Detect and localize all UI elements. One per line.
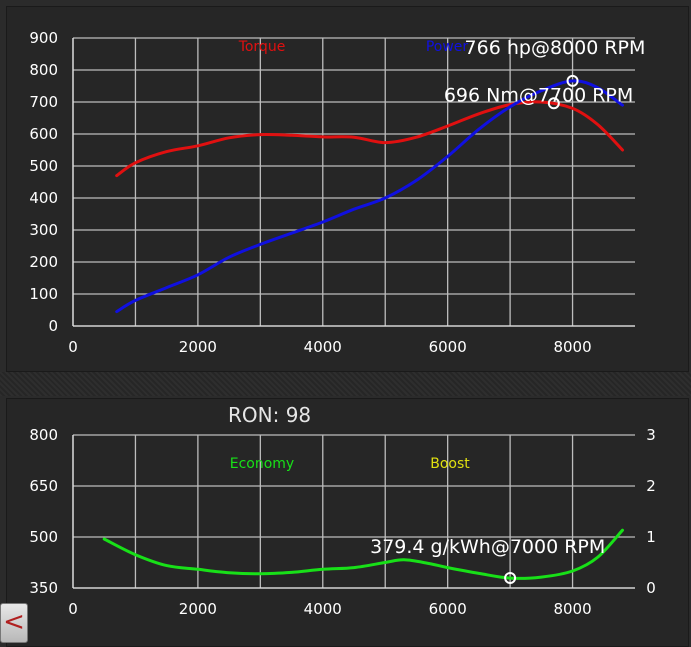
y-tick-label: 800: [29, 61, 58, 79]
peak-annotation: 696 Nm@7700 RPM: [444, 84, 633, 106]
peak-marker: [566, 74, 579, 87]
x-tick-label: 4000: [304, 338, 342, 356]
legend-torque: Torque: [238, 39, 286, 55]
back-button[interactable]: <: [0, 603, 28, 643]
series-line-power: [115, 79, 624, 314]
y-tick-label: 650: [29, 477, 58, 495]
y-tick-label: 600: [29, 125, 58, 143]
peak-annotation: 379.4 g/kWh@7000 RPM: [370, 536, 605, 558]
x-tick-label: 6000: [429, 600, 467, 618]
panel-divider: [0, 372, 691, 396]
economy-boost-chart: 0 2000 4000 6000 80003505006508000123Economy…: [29, 426, 655, 618]
peak-annotation: 766 hp@8000 RPM: [465, 37, 646, 59]
x-tick-label: 8000: [553, 600, 591, 618]
x-tick-label: 0: [68, 338, 78, 356]
y-tick-label: 500: [29, 528, 58, 546]
y-tick-label: 900: [29, 29, 58, 47]
legend-power: Power: [426, 39, 469, 55]
x-tick-label: 6000: [429, 338, 467, 356]
y-tick-label: 0: [48, 317, 58, 335]
y-tick-label: 200: [29, 253, 58, 271]
y-tick-label: 350: [29, 579, 58, 597]
legend-economy: Economy: [230, 456, 294, 472]
x-tick-label: 0: [68, 600, 78, 618]
y2-tick-label: 0: [646, 579, 656, 597]
y2-tick-label: 3: [646, 426, 656, 444]
y-tick-label: 800: [29, 426, 58, 444]
legend-boost: Boost: [430, 456, 470, 472]
x-tick-label: 8000: [553, 338, 591, 356]
y-tick-label: 400: [29, 189, 58, 207]
peak-marker: [547, 97, 560, 110]
y-tick-label: 700: [29, 93, 58, 111]
series-line-torque: [115, 100, 624, 178]
ron-label: RON: 98: [228, 403, 311, 427]
series-line-economy: [102, 528, 624, 580]
peak-marker: [504, 572, 517, 585]
x-tick-label: 4000: [304, 600, 342, 618]
power-torque-chart: 0 2000 4000 6000 8000 0 100 200 300 400 500 600 700 8…: [29, 29, 645, 356]
y-tick-label: 500: [29, 157, 58, 175]
y2-tick-label: 2: [646, 477, 656, 495]
y2-tick-label: 1: [646, 528, 656, 546]
y-tick-label: 100: [29, 285, 58, 303]
y-tick-label: 300: [29, 221, 58, 239]
x-tick-label: 2000: [179, 600, 217, 618]
x-tick-label: 2000: [179, 338, 217, 356]
